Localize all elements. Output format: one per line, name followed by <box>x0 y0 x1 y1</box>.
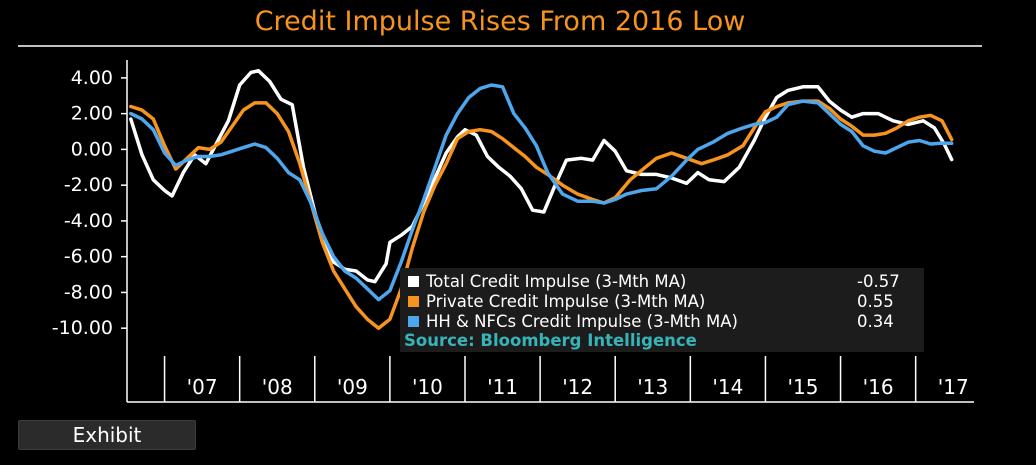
y-tick-label: 4.00 <box>71 67 113 89</box>
legend-label: HH & NFCs Credit Impulse (3-Mth MA) <box>426 312 738 331</box>
legend-value: -0.57 <box>857 272 900 291</box>
chart-legend: Total Credit Impulse (3-Mth MA) -0.57 Priv… <box>400 268 924 352</box>
chart-lines <box>129 68 954 330</box>
y-tick-label: -10.00 <box>52 317 113 339</box>
series-line-private <box>129 99 954 330</box>
legend-swatch <box>408 316 419 327</box>
x-tick-label: '11 <box>487 375 518 399</box>
chart-title: Credit Impulse Rises From 2016 Low <box>254 6 746 37</box>
legend-value: 0.34 <box>857 312 894 331</box>
x-tick-label: '17 <box>938 375 969 399</box>
y-tick-label: 0.00 <box>71 138 113 160</box>
x-tick-label: '09 <box>337 375 368 399</box>
y-tick-label: 2.00 <box>71 103 113 125</box>
x-tick-label: '12 <box>562 375 593 399</box>
x-tick-label: '10 <box>412 375 443 399</box>
legend-swatch <box>408 296 419 307</box>
series-line-total <box>129 68 954 284</box>
x-tick-label: '16 <box>863 375 894 399</box>
x-tick-label: '08 <box>262 375 293 399</box>
y-tick-label: -2.00 <box>64 174 113 196</box>
y-tick-label: -8.00 <box>64 281 113 303</box>
y-tick-label: -6.00 <box>64 246 113 268</box>
legend-label: Private Credit Impulse (3-Mth MA) <box>426 292 705 311</box>
source-note: Source: Bloomberg Intelligence <box>404 331 697 350</box>
x-tick-label: '15 <box>788 375 819 399</box>
legend-label: Total Credit Impulse (3-Mth MA) <box>425 272 686 291</box>
legend-value: 0.55 <box>857 292 894 311</box>
y-tick-label: -4.00 <box>64 210 113 232</box>
legend-swatch <box>408 276 419 287</box>
series-line-hh-nfc <box>129 83 954 302</box>
x-tick-label: '13 <box>637 375 668 399</box>
exhibit-button[interactable]: Exhibit <box>18 420 196 450</box>
x-tick-label: '14 <box>712 375 743 399</box>
legend-box <box>400 268 924 352</box>
x-tick-label: '07 <box>187 375 218 399</box>
chart-axes: 4.00 2.00 0.00 -2.00 -4.00 -6.00 -8.00 -10.00 '0… <box>52 60 974 403</box>
